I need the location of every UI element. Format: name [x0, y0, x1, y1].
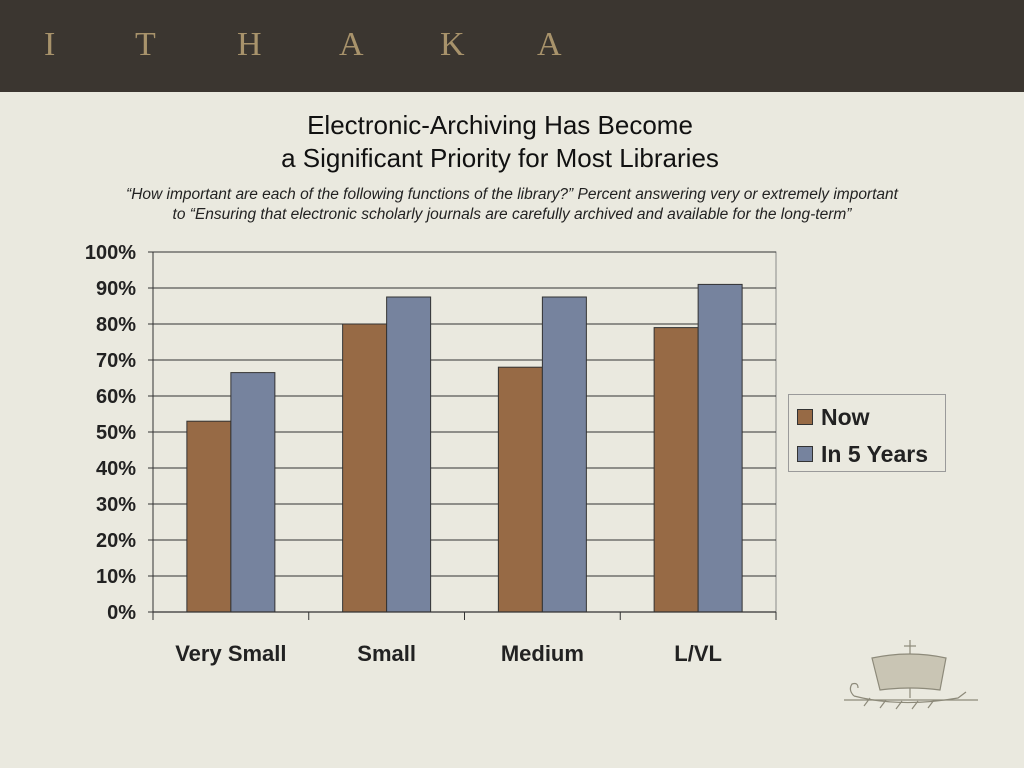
- bar-in5: [541, 296, 587, 613]
- legend-label-now: Now: [821, 404, 870, 430]
- legend-label-in5: In 5 Years: [821, 441, 928, 467]
- legend-swatch-now: [797, 409, 813, 425]
- slide-title-line-2: a Significant Priority for Most Librarie…: [281, 143, 719, 173]
- subtitle-line-1: “How important are each of the following…: [126, 186, 898, 203]
- bar-now: [186, 420, 232, 613]
- ithaka-logo: I T H A K A: [0, 0, 600, 92]
- legend-swatch-in5: [797, 446, 813, 462]
- bar-now: [653, 327, 699, 613]
- x-tick-label: Very Small: [175, 641, 286, 666]
- slide-title-line-1: Electronic-Archiving Has Become: [307, 110, 693, 140]
- y-tick-label: 100%: [85, 242, 136, 264]
- ship-logo: [844, 640, 978, 710]
- y-tick-label: 10%: [96, 566, 136, 588]
- x-tick-label: Medium: [501, 641, 584, 666]
- y-tick-label: 70%: [96, 350, 136, 372]
- logo-letter: T: [135, 26, 156, 63]
- y-tick-label: 80%: [96, 314, 136, 336]
- chart-legend: Now In 5 Years: [788, 394, 946, 472]
- logo-letter: I: [44, 26, 56, 63]
- y-tick-label: 0%: [107, 602, 136, 624]
- x-tick-label: L/VL: [674, 641, 722, 666]
- y-tick-label: 50%: [96, 422, 136, 444]
- bar-now: [342, 323, 388, 613]
- bar-now: [497, 366, 543, 613]
- bar-in5: [697, 283, 743, 613]
- y-tick-label: 20%: [96, 530, 136, 552]
- y-tick-label: 60%: [96, 386, 136, 408]
- x-tick-label: Small: [357, 641, 416, 666]
- header-bar: I T H A K A: [0, 0, 1024, 92]
- logo-letter: K: [440, 26, 465, 63]
- bar-in5: [386, 296, 432, 613]
- logo-letter: A: [537, 26, 562, 63]
- bar-in5: [230, 372, 276, 613]
- subtitle-line-2: to “Ensuring that electronic scholarly j…: [172, 206, 852, 223]
- logo-letter: H: [237, 26, 262, 63]
- y-tick-label: 30%: [96, 494, 136, 516]
- logo-letter: A: [339, 26, 364, 63]
- y-tick-label: 90%: [96, 278, 136, 300]
- y-tick-label: 40%: [96, 458, 136, 480]
